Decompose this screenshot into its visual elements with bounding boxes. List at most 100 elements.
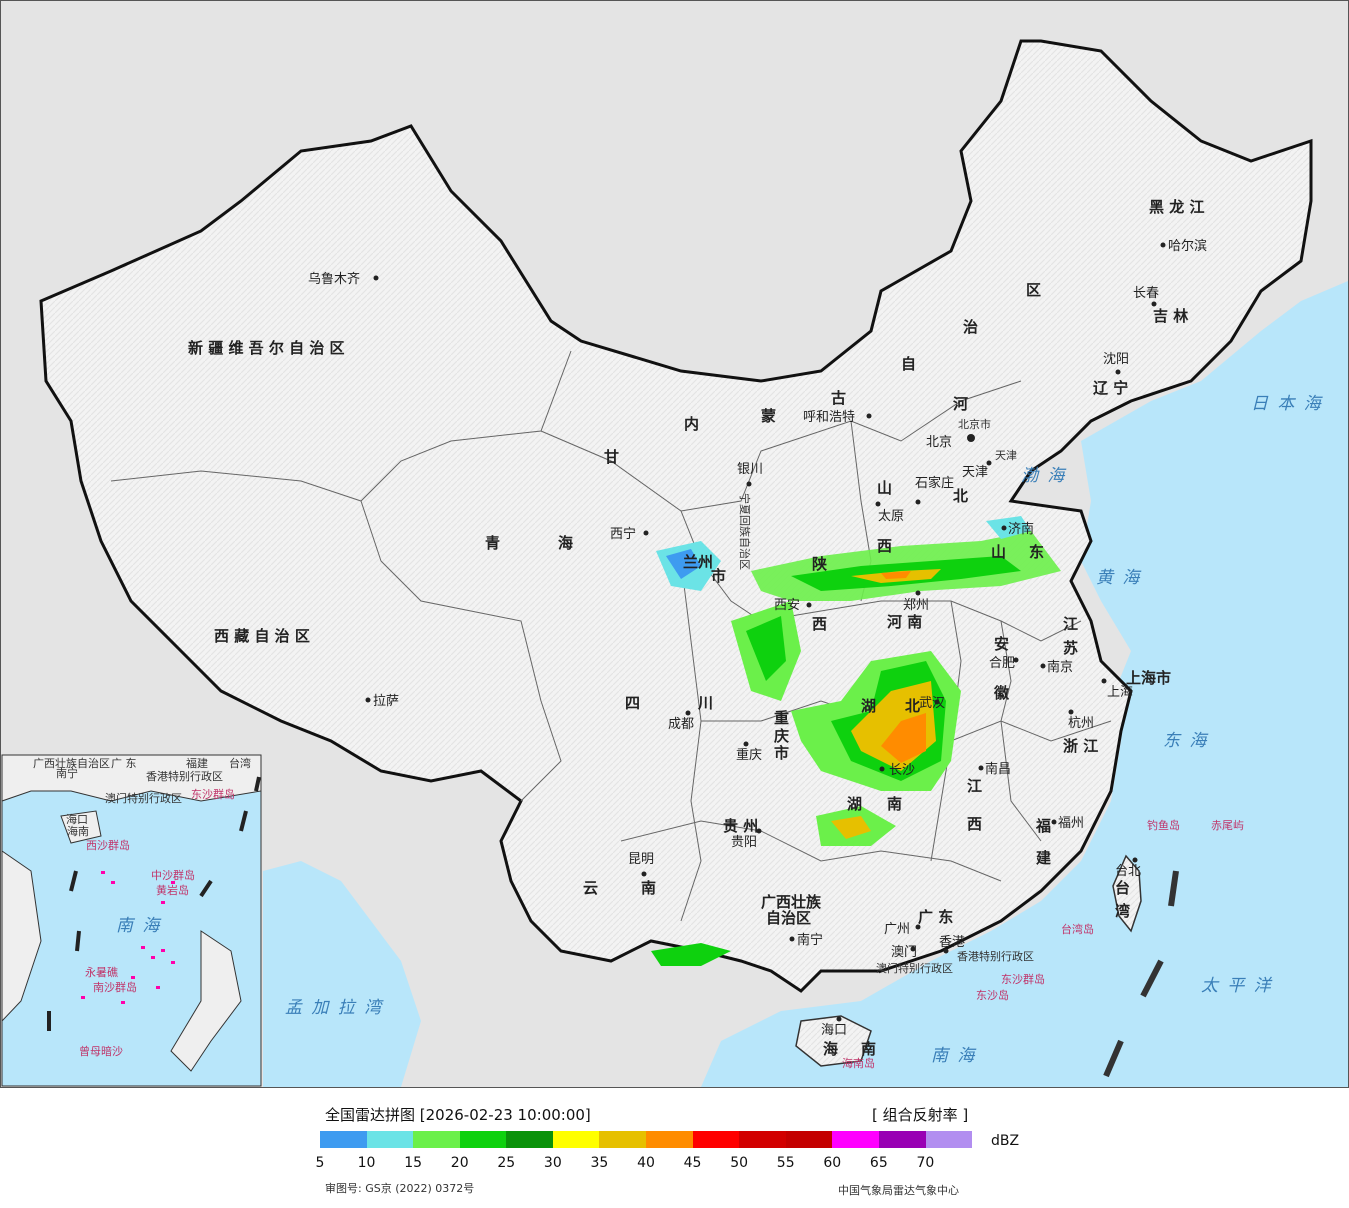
province-label: 庆 <box>774 727 789 745</box>
inset-label: 福建 <box>186 756 208 770</box>
city-label: 天津 <box>962 465 988 480</box>
city-label: 广州 <box>884 922 910 937</box>
tick-label: 60 <box>823 1155 842 1171</box>
sea-label: 日 本 海 <box>1251 394 1324 414</box>
province-label: 市 <box>711 567 726 585</box>
inset-label: 海南 <box>67 824 89 838</box>
inset-label: 西沙群岛 <box>86 838 130 852</box>
province-label: 天津 <box>995 449 1017 462</box>
city-label: 呼和浩特 <box>803 410 855 425</box>
province-label: 自 <box>901 355 916 373</box>
sea-label: 太 平 洋 <box>1201 976 1273 996</box>
province-label: 南 <box>861 1040 876 1058</box>
city-labels: 乌鲁木齐 拉萨 西宁 银川 呼和浩特 北京 天津 石家庄 太原 济南 郑州 西安… <box>308 238 1207 1038</box>
tick-label: 40 <box>637 1155 655 1171</box>
island-label: 东沙岛 <box>976 988 1009 1002</box>
city-label: 澳门 <box>891 944 917 960</box>
color-swatch <box>692 1131 740 1148</box>
province-label: 北京市 <box>958 417 991 431</box>
city-label: 南京 <box>1047 659 1073 675</box>
tick-label: 70 <box>916 1155 935 1171</box>
inset-label: 南沙群岛 <box>93 980 137 994</box>
color-swatch <box>599 1131 647 1148</box>
province-label: 吉 林 <box>1153 307 1189 325</box>
tick-label: 5 <box>315 1155 325 1171</box>
province-label: 甘 <box>604 448 619 466</box>
sea-label: 东 海 <box>1163 731 1209 751</box>
province-label: 海 <box>823 1040 838 1058</box>
city-label: 重庆 <box>736 747 762 763</box>
city-label: 台北 <box>1115 864 1141 879</box>
province-label: 山 <box>877 479 892 497</box>
inset-label: 黄岩岛 <box>156 883 189 897</box>
province-label: 山 <box>991 543 1006 561</box>
inset-label: 澳门特别行政区 <box>105 791 182 805</box>
inset-label: 曾母暗沙 <box>79 1044 123 1058</box>
color-swatch <box>366 1131 414 1148</box>
city-label: 上海 <box>1107 685 1133 700</box>
tick-label: 25 <box>497 1155 516 1171</box>
province-label: 福 <box>1035 817 1051 835</box>
tick-label: 65 <box>869 1155 888 1171</box>
island-label: 钓鱼岛 <box>1147 818 1180 832</box>
province-label: 安 <box>994 635 1009 653</box>
city-label: 西宁 <box>610 526 636 542</box>
province-label: 海 <box>558 534 573 552</box>
inset-labels: 广西壮族自治区 广 东 福建 台湾 香港特别行政区 澳门特别行政区 东沙群岛 海… <box>33 756 251 1058</box>
color-scale-bar <box>320 1131 973 1148</box>
province-label: 湖 <box>847 795 862 813</box>
city-label: 太原 <box>878 509 904 524</box>
province-label: 上海市 <box>1126 669 1171 687</box>
nine-dash-line <box>1103 870 1179 1078</box>
province-label: 青 <box>485 534 500 552</box>
radar-echoes <box>651 516 1061 966</box>
city-markers <box>365 242 1166 1022</box>
island-label: 东沙群岛 <box>1001 972 1045 986</box>
province-label: 湖 <box>861 697 876 715</box>
province-label: 辽 宁 <box>1093 379 1128 397</box>
province-label: 治 <box>963 318 978 336</box>
province-label: 广 东 <box>918 908 953 926</box>
province-label: 云 <box>583 879 598 897</box>
inset-label: 海口 <box>66 812 88 826</box>
province-label: 市 <box>774 744 789 762</box>
map-canvas: 新 疆 维 吾 尔 自 治 区 西 藏 自 治 区 青 海 甘 四 川 云 南 … <box>1 1 1348 1087</box>
province-label: 兰州 <box>683 553 713 571</box>
province-label: 建 <box>1036 849 1052 867</box>
province-label: 四 <box>625 694 640 712</box>
tick-label: 30 <box>543 1155 562 1171</box>
color-swatch <box>552 1131 600 1148</box>
province-label: 澳门特别行政区 <box>876 961 953 975</box>
product-label: [ 组合反射率 ] <box>872 1106 969 1124</box>
color-swatch <box>925 1131 973 1148</box>
sea-label: 南 海 <box>931 1046 977 1066</box>
tick-label: 15 <box>404 1155 423 1171</box>
province-label: 河 <box>953 395 968 413</box>
sea-labels: 日 本 海 渤 海 黄 海 东 海 太 平 洋 南 海 孟 加 拉 湾 <box>285 394 1324 1066</box>
province-label: 湾 <box>1115 902 1130 920</box>
province-label: 香港特别行政区 <box>957 949 1034 963</box>
province-label: 南 <box>641 879 656 897</box>
city-label: 石家庄 <box>915 475 954 491</box>
sea-label: 黄 海 <box>1096 568 1142 588</box>
legend-title: 全国雷达拼图 [2026-02-23 10:00:00] <box>325 1106 591 1124</box>
province-label: 内 <box>684 415 699 433</box>
province-label: 新 疆 维 吾 尔 自 治 区 <box>188 339 345 357</box>
city-label: 济南 <box>1008 521 1034 537</box>
color-swatch <box>646 1131 693 1148</box>
color-swatch <box>878 1131 926 1148</box>
legend: 全国雷达拼图 [2026-02-23 10:00:00] [ 组合反射率 ] d… <box>0 1088 1349 1208</box>
tick-label: 55 <box>776 1155 795 1171</box>
tick-label: 20 <box>450 1155 469 1171</box>
city-label: 长春 <box>1133 286 1159 301</box>
province-label: 陕 <box>812 555 827 573</box>
color-swatch <box>785 1131 833 1148</box>
province-label: 西 <box>812 615 827 633</box>
province-label: 台 <box>1115 879 1130 897</box>
city-label: 西安 <box>774 598 800 613</box>
province-label: 古 <box>831 389 846 407</box>
inset-label: 南宁 <box>56 766 78 780</box>
province-boundaries <box>110 350 1112 922</box>
province-label: 苏 <box>1063 639 1078 657</box>
tick-label: 45 <box>683 1155 702 1171</box>
